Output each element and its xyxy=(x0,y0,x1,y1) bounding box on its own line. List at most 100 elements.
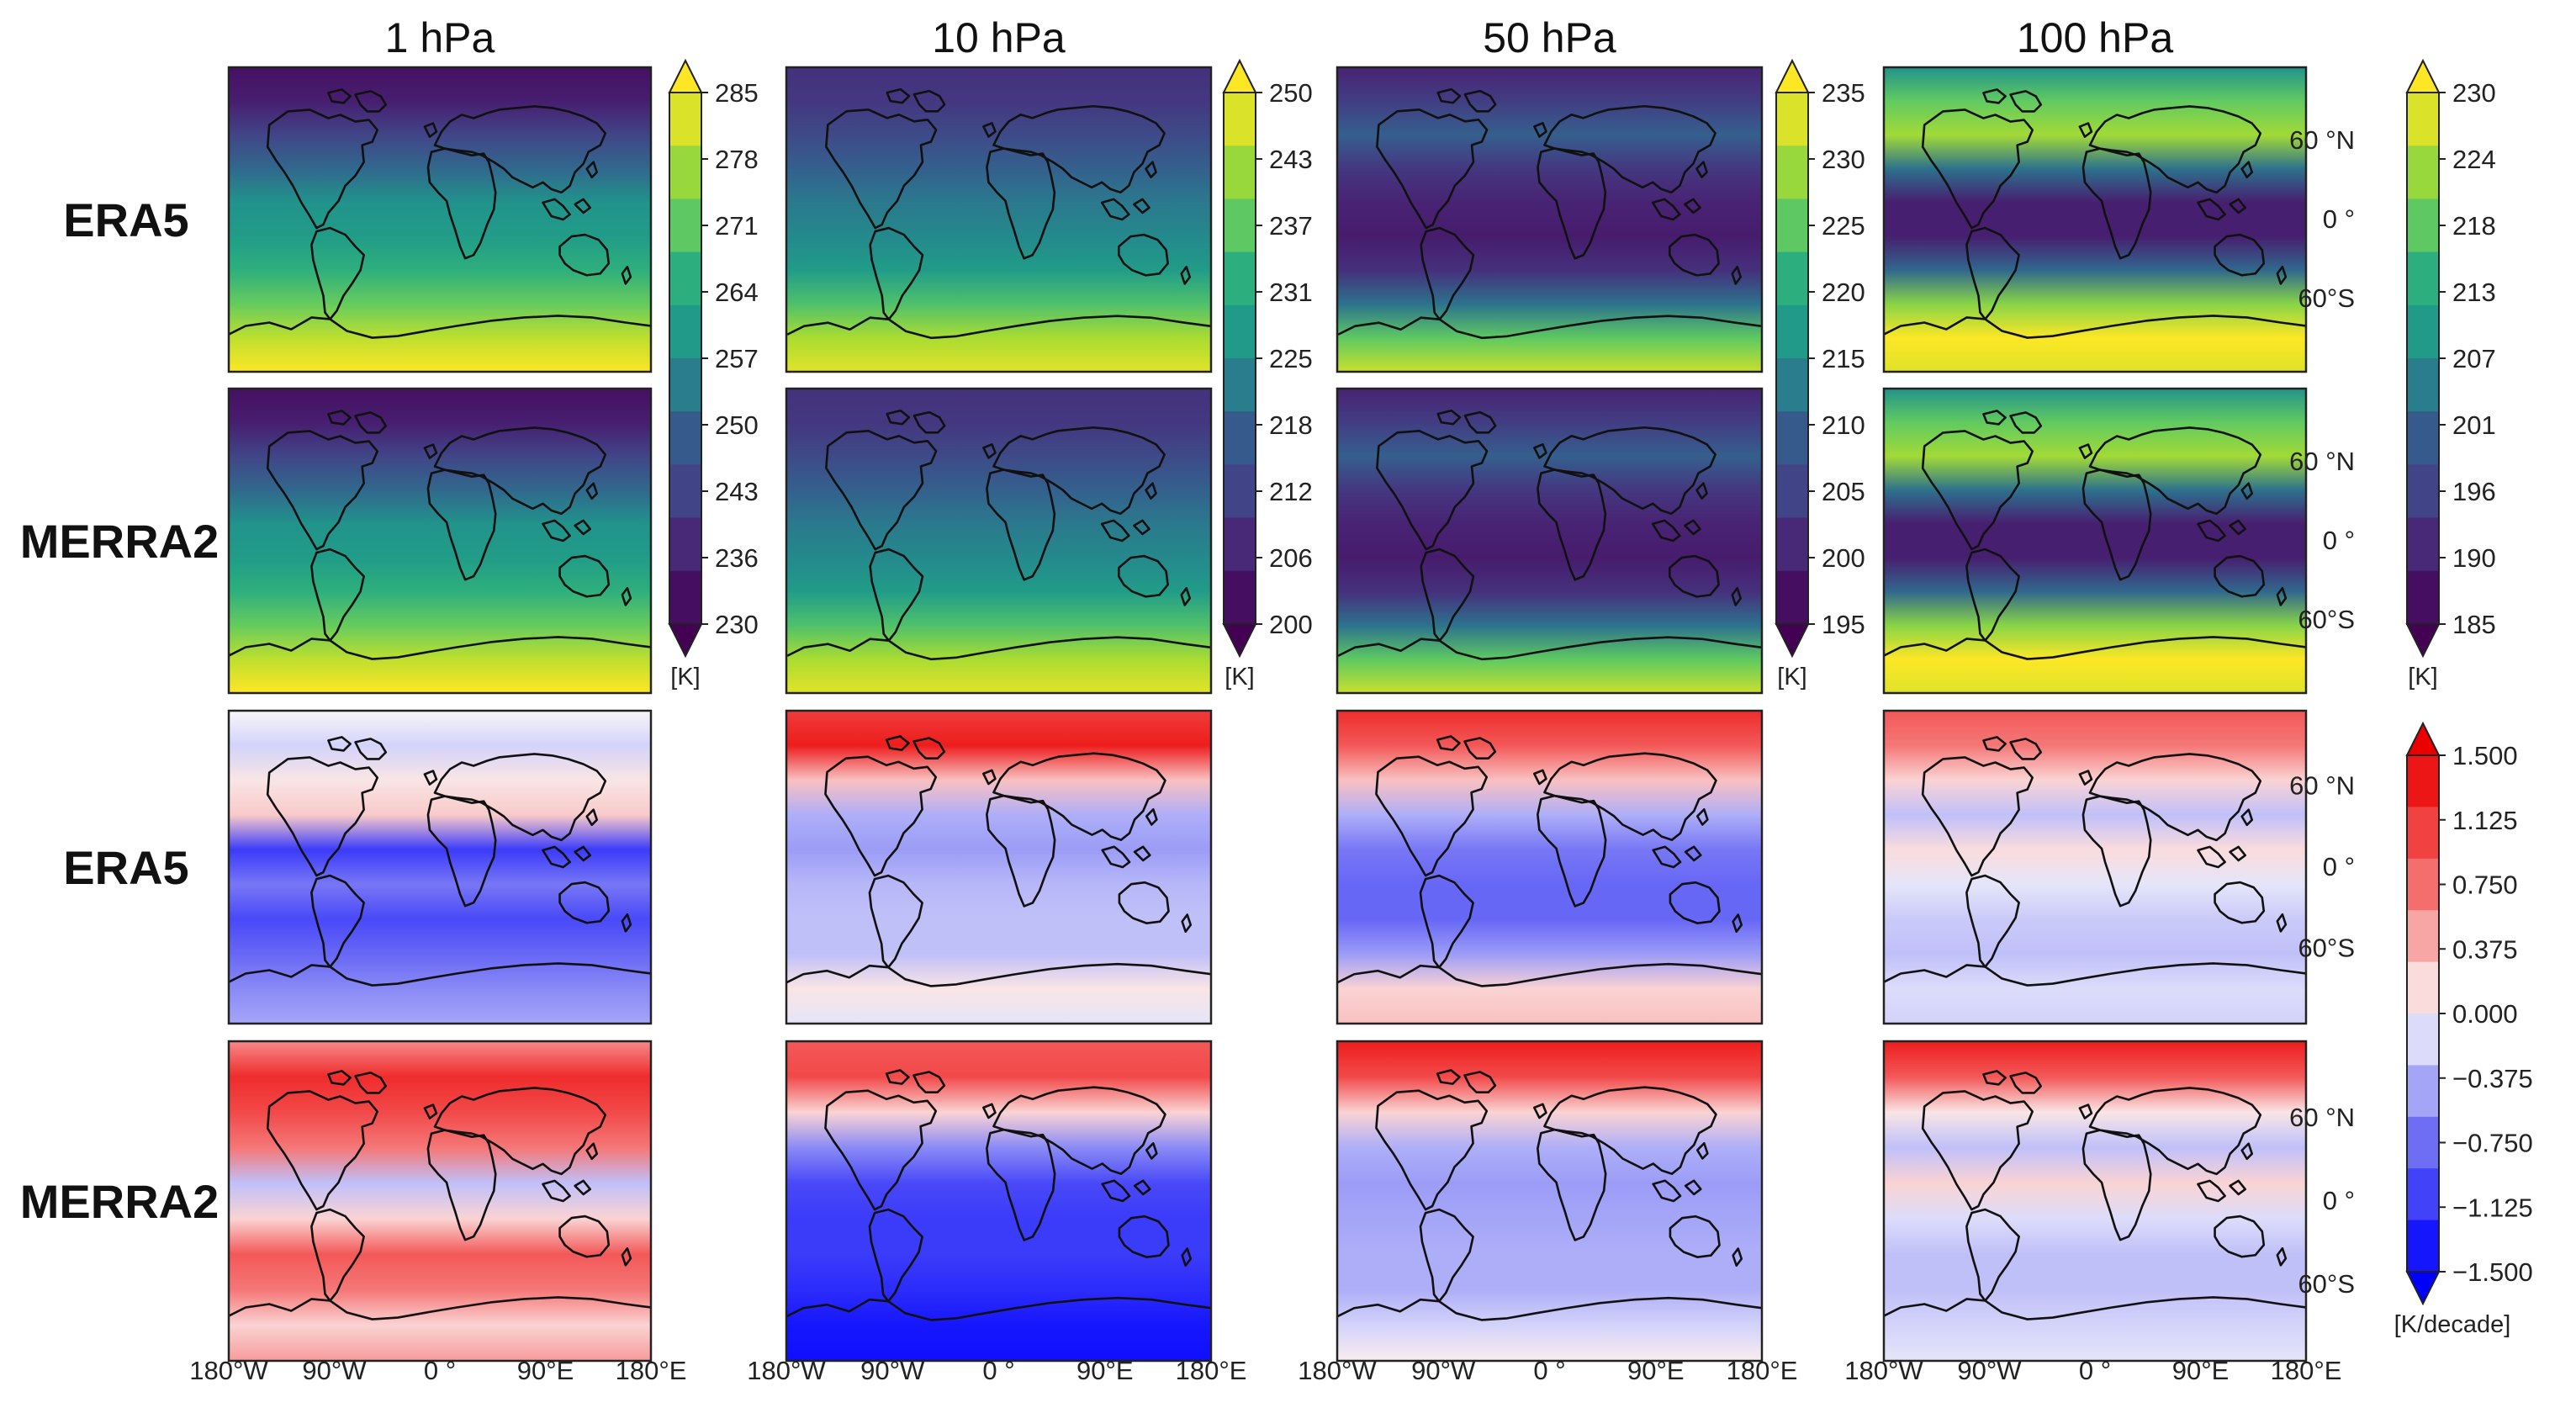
colorbar-unit: [K] xyxy=(1777,664,1806,691)
colorbar-tick-label: 206 xyxy=(1269,543,1313,573)
colorbar-segment xyxy=(2407,198,2439,253)
map-frame xyxy=(227,387,653,695)
colorbar-segment xyxy=(1224,358,1256,412)
colorbar-tick-label: 230 xyxy=(1822,145,1865,174)
lon-tick-label: 90°W xyxy=(1411,1356,1476,1385)
colorbar-tick-label: 250 xyxy=(1269,78,1313,108)
colorbar-segment xyxy=(1224,411,1256,465)
colorbar-tick-label: 0.750 xyxy=(2452,871,2518,900)
map-panel-r1-c3 xyxy=(1336,66,1764,373)
map-field xyxy=(1337,67,1762,372)
colorbar-segment xyxy=(669,251,701,306)
row-label: MERRA2 xyxy=(20,515,219,568)
colorbar-segment xyxy=(2407,464,2439,519)
colorbar-tick-label: 218 xyxy=(2452,211,2496,241)
column-title: 100 hPa xyxy=(2017,14,2173,61)
colorbar-segment xyxy=(669,411,701,465)
colorbar-segment xyxy=(2407,1220,2439,1273)
lon-tick-label: 90°W xyxy=(860,1356,925,1385)
colorbar-tick-label: 205 xyxy=(1822,477,1865,506)
map-frame xyxy=(1336,66,1764,373)
map-panel-r4-c2 xyxy=(785,1040,1213,1363)
map-panel-r4-c4 xyxy=(1882,1040,2308,1363)
colorbar-segment xyxy=(2407,304,2439,359)
map-panel-r1-c4 xyxy=(1882,66,2308,373)
column-title: 10 hPa xyxy=(932,14,1066,61)
colorbar-segment xyxy=(1776,198,1808,253)
row-label: MERRA2 xyxy=(20,1175,219,1228)
lon-tick-label: 180°E xyxy=(616,1356,687,1385)
lon-tick-label: 0 ° xyxy=(1533,1356,1565,1385)
map-frame xyxy=(1336,1040,1764,1363)
mean-colorbar: 250 243 237 231 225 218 212 206 200 [K] xyxy=(1222,58,1313,691)
mean-colorbar: 235 230 225 220 215 210 205 200 195 [K] xyxy=(1775,58,1865,691)
colorbar-tick-label: −0.750 xyxy=(2452,1129,2533,1158)
colorbar-unit: [K/decade] xyxy=(2394,1311,2511,1338)
map-field xyxy=(1884,1041,2306,1361)
colorbar-segment xyxy=(669,517,701,572)
mean-colorbar: 230 224 218 213 207 201 196 190 185 [K] xyxy=(2405,58,2496,691)
colorbar-tick-label: −1.125 xyxy=(2452,1193,2533,1222)
lat-tick-label: 60°S xyxy=(2298,605,2355,634)
colorbar-segment xyxy=(2407,1116,2439,1169)
mean-colorbar: 285 278 271 264 257 250 243 236 230 [K] xyxy=(668,58,759,691)
lon-tick-label: 90°W xyxy=(302,1356,367,1385)
colorbar-tick-label: 1.500 xyxy=(2452,741,2518,770)
colorbar-segment xyxy=(1776,517,1808,572)
map-frame xyxy=(1882,66,2308,373)
lon-tick-label: 180°W xyxy=(747,1356,826,1385)
colorbar-segment xyxy=(1776,146,1808,199)
lat-tick-label: 0 ° xyxy=(2323,852,2355,881)
colorbar-tick-label: 196 xyxy=(2452,477,2496,506)
colorbar-tick-label: 264 xyxy=(715,278,759,307)
colorbar-segment xyxy=(1224,304,1256,359)
lon-tick-label: 0 ° xyxy=(2079,1356,2111,1385)
colorbar-bottom-arrow xyxy=(1222,623,1257,659)
colorbar-tick-label: 271 xyxy=(715,211,759,241)
lat-tick-label: 60 °N xyxy=(2289,125,2355,155)
map-field xyxy=(1337,389,1762,693)
colorbar-tick-label: 212 xyxy=(1269,477,1313,506)
colorbar-tick-label: 195 xyxy=(1822,610,1865,639)
colorbar-segment xyxy=(1224,146,1256,199)
map-field xyxy=(786,1041,1211,1361)
map-field xyxy=(786,67,1211,372)
labels: 1 hPa 10 hPa 50 hPa 100 hPa ERA5 MERRA2 ERA5 ME… xyxy=(20,14,2355,1385)
colorbar-tick-label: 210 xyxy=(1822,410,1865,440)
colorbar-tick-label: 237 xyxy=(1269,211,1313,241)
colorbar-tick-label: 230 xyxy=(2452,78,2496,108)
lon-tick-label: 90°E xyxy=(517,1356,574,1385)
lat-tick-label: 60°S xyxy=(2298,283,2355,313)
colorbar-tick-label: 1.125 xyxy=(2452,806,2518,835)
colorbar-segment xyxy=(669,198,701,253)
map-frame xyxy=(1882,709,2308,1025)
lon-tick-label: 180°E xyxy=(2271,1356,2342,1385)
colorbar-tick-label: 236 xyxy=(715,543,759,573)
lat-tick-label: 60°S xyxy=(2298,1269,2355,1299)
lat-tick-label: 0 ° xyxy=(2323,1186,2355,1215)
colorbar-tick-label: 250 xyxy=(715,410,759,440)
colorbar-bottom-arrow xyxy=(668,623,703,659)
map-panel-r1-c2 xyxy=(785,66,1213,373)
colorbar-tick-label: 285 xyxy=(715,78,759,108)
lon-tick-label: 0 ° xyxy=(982,1356,1014,1385)
colorbar-top-arrow xyxy=(668,58,703,93)
lon-tick-label: 180°E xyxy=(1176,1356,1247,1385)
colorbar-segment xyxy=(1776,93,1808,146)
colorbar-top-arrow xyxy=(2405,58,2441,93)
map-frame xyxy=(785,709,1213,1025)
colorbar-segment xyxy=(2407,93,2439,146)
colorbar-tick-label: 278 xyxy=(715,145,759,174)
colorbar-unit: [K] xyxy=(2408,664,2437,691)
map-panel-r3-c3 xyxy=(1336,709,1764,1025)
map-frame xyxy=(1336,387,1764,695)
colorbar-tick-label: 218 xyxy=(1269,410,1313,440)
colorbar-tick-label: −0.375 xyxy=(2452,1064,2533,1093)
lat-tick-label: 0 ° xyxy=(2323,526,2355,555)
map-field xyxy=(229,1041,651,1361)
colorbar-tick-label: 243 xyxy=(1269,145,1313,174)
colorbar-segment xyxy=(669,304,701,359)
colorbar-tick-label: 201 xyxy=(2452,410,2496,440)
colorbar-segment xyxy=(2407,755,2439,807)
map-panel-r4-c1 xyxy=(227,1040,653,1363)
